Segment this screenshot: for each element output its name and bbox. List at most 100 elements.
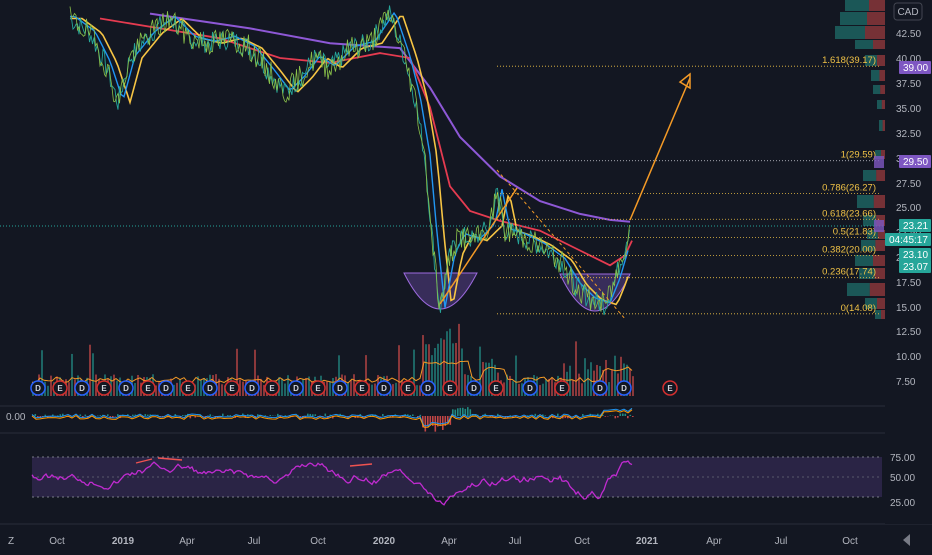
macd-histogram-bar xyxy=(412,414,414,416)
event-letter: D xyxy=(163,384,169,393)
price-axis-label: 32.50 xyxy=(896,129,921,140)
earnings-event-marker[interactable]: E xyxy=(401,381,415,395)
fib-level-label: 0.382(20.00) xyxy=(822,244,876,255)
fib-level-label: 1.618(39.17) xyxy=(822,55,876,66)
macd-histogram-bar xyxy=(45,415,47,416)
volume-bar xyxy=(71,354,73,396)
earnings-event-marker[interactable]: E xyxy=(225,381,239,395)
event-letter: D xyxy=(425,384,431,393)
dividend-event-marker[interactable]: D xyxy=(523,381,537,395)
volume-bar xyxy=(50,376,52,396)
volume-profile-bar xyxy=(857,195,874,208)
volume-bar xyxy=(608,382,610,396)
earnings-event-marker[interactable]: E xyxy=(555,381,569,395)
macd-histogram-bar xyxy=(270,415,272,416)
tag-marker xyxy=(874,220,884,232)
dividend-event-marker[interactable]: D xyxy=(203,381,217,395)
volume-bar xyxy=(572,380,574,396)
dividend-event-marker[interactable]: D xyxy=(75,381,89,395)
volume-profile-bar xyxy=(865,26,885,39)
macd-histogram-bar xyxy=(182,415,184,416)
volume-bar xyxy=(512,381,514,396)
volume-profile-bar xyxy=(870,283,885,296)
volume-bar xyxy=(587,369,589,396)
macd-histogram-bar xyxy=(620,414,622,416)
tag-marker xyxy=(874,156,884,168)
volume-bar xyxy=(260,379,262,396)
time-axis-label: Oct xyxy=(49,536,65,547)
macd-histogram-bar xyxy=(630,415,632,416)
volume-bar xyxy=(464,374,466,396)
price-tag-text: 39.00 xyxy=(903,63,928,74)
macd-histogram-bar xyxy=(100,415,102,416)
volume-bar xyxy=(398,345,400,396)
volume-bar xyxy=(545,379,547,396)
dividend-event-marker[interactable]: D xyxy=(377,381,391,395)
time-axis-label: Jul xyxy=(775,536,788,547)
price-axis-label: 35.00 xyxy=(896,104,921,115)
macd-histogram-bar xyxy=(325,414,327,416)
event-letter: E xyxy=(57,384,63,393)
dividend-event-marker[interactable]: D xyxy=(289,381,303,395)
event-letter: E xyxy=(229,384,235,393)
event-letter: D xyxy=(471,384,477,393)
price-tag: 23.21 xyxy=(899,219,931,232)
fib-level-label: 0.5(21.83) xyxy=(833,226,876,237)
volume-profile-bar xyxy=(835,26,865,39)
event-letter: E xyxy=(101,384,107,393)
time-axis-label: 2019 xyxy=(112,536,135,547)
dividend-event-marker[interactable]: D xyxy=(333,381,347,395)
earnings-event-marker[interactable]: E xyxy=(265,381,279,395)
dividend-event-marker[interactable]: D xyxy=(245,381,259,395)
price-axis-label: 25.00 xyxy=(896,203,921,214)
time-axis-label: Jul xyxy=(509,536,522,547)
macd-histogram-bar xyxy=(222,414,224,416)
volume-bar xyxy=(590,362,592,396)
price-tag: 23.07 xyxy=(899,260,931,273)
earnings-event-marker[interactable]: E xyxy=(311,381,325,395)
dividend-event-marker[interactable]: D xyxy=(31,381,45,395)
earnings-event-marker[interactable]: E xyxy=(141,381,155,395)
dividend-event-marker[interactable]: D xyxy=(119,381,133,395)
event-letter: E xyxy=(315,384,321,393)
earnings-event-marker[interactable]: E xyxy=(53,381,67,395)
event-letter: D xyxy=(249,384,255,393)
earnings-event-marker[interactable]: E xyxy=(489,381,503,395)
earnings-event-marker[interactable]: E xyxy=(181,381,195,395)
macd-histogram-bar xyxy=(227,415,229,416)
currency-label: CAD xyxy=(897,7,918,18)
earnings-event-marker[interactable]: E xyxy=(97,381,111,395)
macd-histogram-bar xyxy=(107,414,109,416)
zoom-corner-label[interactable]: Z xyxy=(8,536,14,547)
volume-bar xyxy=(329,382,331,396)
macd-histogram-bar xyxy=(557,414,559,416)
price-axis-label: 15.00 xyxy=(896,303,921,314)
event-letter: E xyxy=(185,384,191,393)
earnings-event-marker[interactable]: E xyxy=(355,381,369,395)
volume-bar xyxy=(200,380,202,396)
macd-histogram-bar xyxy=(265,415,267,416)
price-axis-label: 10.00 xyxy=(896,352,921,363)
price-axis-label: 12.50 xyxy=(896,327,921,338)
macd-histogram-bar xyxy=(545,415,547,416)
volume-bar xyxy=(611,370,613,396)
volume-profile-bar xyxy=(855,255,873,266)
dividend-event-marker[interactable]: D xyxy=(467,381,481,395)
event-letter: E xyxy=(405,384,411,393)
volume-profile-bar xyxy=(867,12,885,25)
dividend-event-marker[interactable]: D xyxy=(593,381,607,395)
earnings-event-marker[interactable]: E xyxy=(443,381,457,395)
volume-profile-bar xyxy=(876,170,885,181)
volume-bar xyxy=(392,384,394,396)
dividend-event-marker[interactable]: D xyxy=(421,381,435,395)
macd-histogram-bar xyxy=(455,410,457,416)
volume-bar xyxy=(305,378,307,396)
volume-bar xyxy=(551,378,553,396)
volume-bar xyxy=(95,375,97,396)
macd-histogram-bar xyxy=(85,415,87,416)
macd-histogram-bar xyxy=(615,416,617,418)
dividend-event-marker[interactable]: D xyxy=(159,381,173,395)
volume-bar xyxy=(113,375,115,396)
macd-histogram-bar xyxy=(230,415,232,416)
